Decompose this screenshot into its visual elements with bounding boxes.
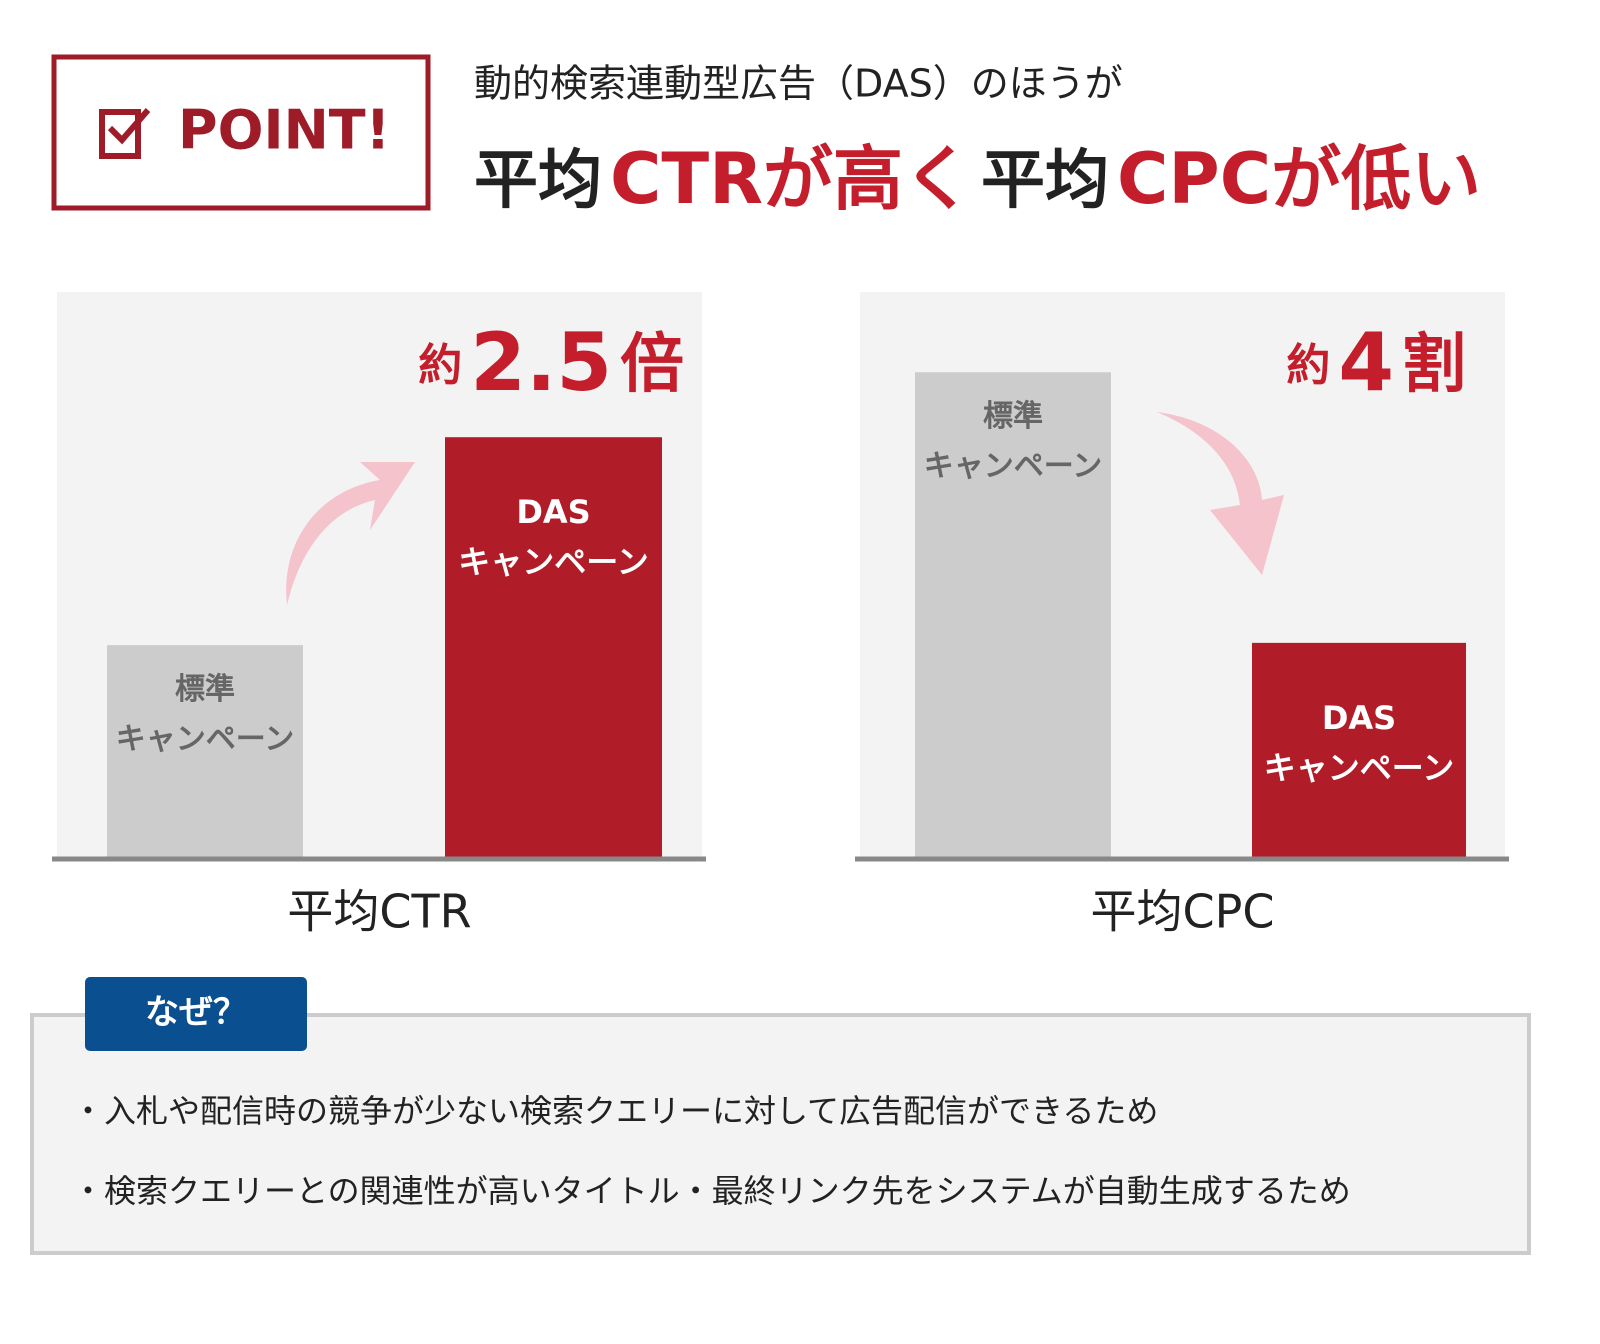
bar bbox=[1252, 642, 1466, 857]
annotation-part: 割 bbox=[1402, 328, 1466, 402]
arrow-down bbox=[1157, 412, 1284, 575]
bar bbox=[445, 437, 662, 857]
reasons-tab bbox=[85, 977, 307, 1051]
annotation-part: 倍 bbox=[620, 328, 684, 402]
x-axis-title: 平均CPC bbox=[1091, 885, 1275, 939]
annotation-part: 約 bbox=[1286, 340, 1330, 391]
bar-label: DAS キャンペーン bbox=[458, 493, 649, 582]
point-box bbox=[51, 54, 431, 211]
tab-label: なぜ？ bbox=[145, 993, 247, 1033]
bar-label: 標準 キャンペーン bbox=[115, 672, 295, 758]
reasons-box bbox=[30, 1013, 1531, 1255]
check-icon bbox=[99, 108, 151, 159]
reason: ・検索クエリーとの関連性が高いタイトル・最終リンク先をシステムが自動生成するため bbox=[72, 1172, 1351, 1210]
x-axis-title: 平均CTR bbox=[287, 885, 471, 939]
headline: 平均 CTRが高く 平均 CPCが低い bbox=[474, 138, 1481, 220]
annotation-part: 2.5 bbox=[470, 316, 612, 409]
headline-part: 平均 bbox=[474, 144, 602, 218]
bar-label: 標準 キャンペーン bbox=[923, 399, 1103, 485]
badge: POINT! bbox=[178, 99, 390, 162]
headline-part: 平均 bbox=[981, 144, 1109, 218]
annotation-part: 約 bbox=[418, 340, 462, 391]
annotation: 約 2.5 倍 bbox=[418, 316, 684, 409]
arrow-up bbox=[286, 462, 415, 605]
subtitle: 動的検索連動型広告（DAS）のほうが bbox=[474, 62, 1123, 106]
annotation-part: 4 bbox=[1338, 316, 1394, 409]
headline-part: CPCが低い bbox=[1117, 138, 1481, 220]
bar bbox=[107, 645, 303, 857]
bar-label: DAS キャンペーン bbox=[1263, 698, 1455, 787]
bar bbox=[915, 372, 1111, 857]
headline-part: CTRが高く bbox=[610, 138, 973, 220]
reason: ・入札や配信時の競争が少ない検索クエリーに対して広告配信ができるため bbox=[72, 1092, 1158, 1130]
